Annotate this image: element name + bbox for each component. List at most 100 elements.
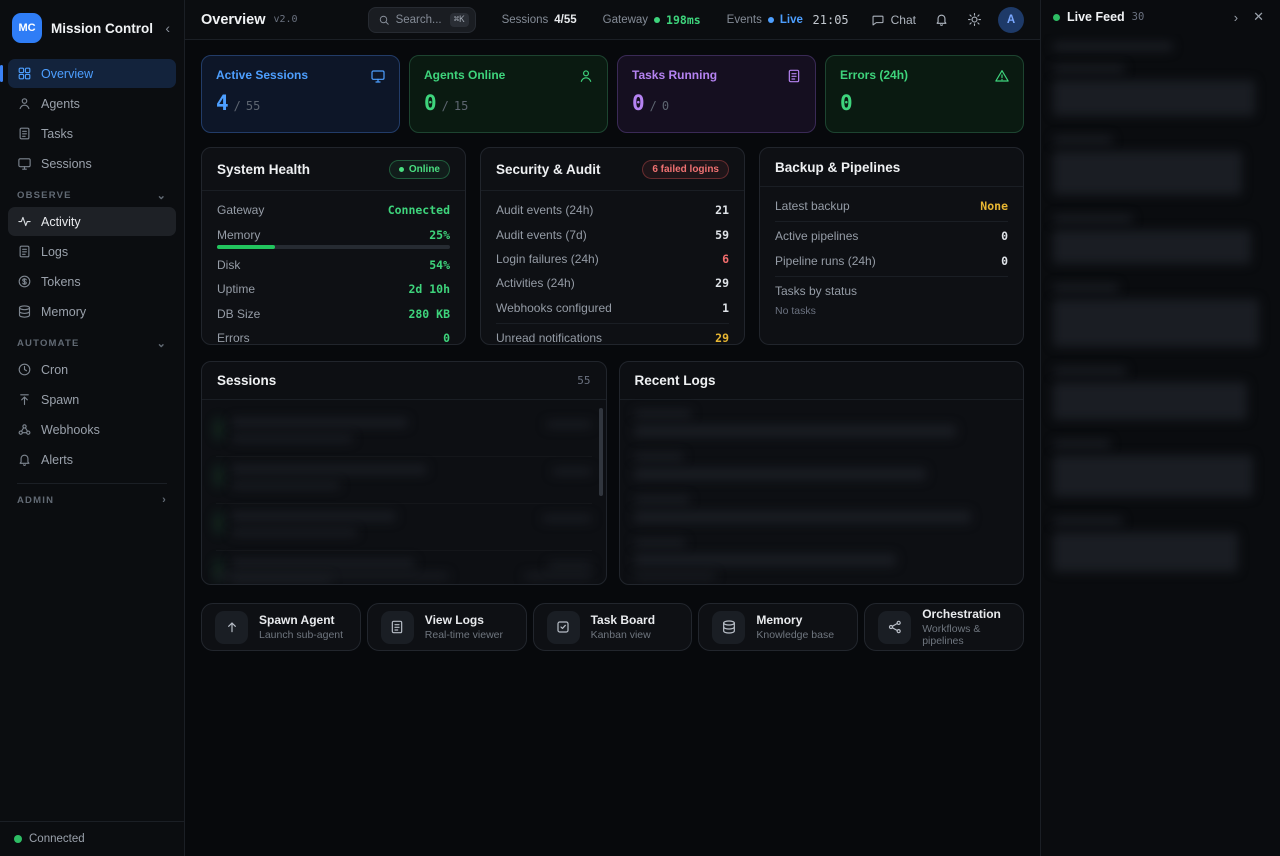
sidebar-item-label: Overview bbox=[41, 66, 94, 81]
person-icon bbox=[580, 70, 592, 82]
sidebar-collapse-icon[interactable]: ‹ bbox=[165, 20, 170, 36]
main-area: Overview v2.0 Search... ⌘K Sessions 4/55… bbox=[185, 0, 1040, 856]
stat-card-tasks-running[interactable]: Tasks Running 0 / 0 bbox=[617, 55, 816, 133]
sidebar: MC Mission Control ‹ Overview Agents Tas… bbox=[0, 0, 185, 856]
pipeline-row: Active pipelines 0 bbox=[775, 221, 1008, 248]
sidebar-item-cron[interactable]: Cron bbox=[8, 355, 176, 384]
health-row-uptime: Uptime 2d 10h bbox=[217, 282, 450, 297]
sidebar-item-label: Logs bbox=[41, 244, 69, 259]
stat-card-value: 0 bbox=[632, 91, 645, 115]
panel-title: Sessions bbox=[217, 373, 277, 388]
sidebar-section-admin: ADMIN › bbox=[8, 484, 176, 511]
blurred-row bbox=[216, 410, 592, 457]
blurred-row bbox=[1053, 440, 1268, 497]
sessions-panel: Sessions 55 bbox=[201, 361, 607, 585]
task-board-button[interactable]: Task Board Kanban view bbox=[532, 603, 693, 651]
sun-icon bbox=[968, 13, 981, 26]
health-row-disk: Disk 54% bbox=[217, 257, 450, 272]
brand-logo: MC bbox=[12, 13, 42, 43]
sessions-list-blurred bbox=[202, 400, 606, 584]
stat-card-value: 0 bbox=[840, 91, 853, 115]
action-subtitle: Real-time viewer bbox=[424, 629, 503, 641]
coin-icon bbox=[18, 275, 31, 288]
stat-card-active-sessions[interactable]: Active Sessions 4 / 55 bbox=[201, 55, 400, 133]
audit-row-unread: Unread notifications 29 bbox=[496, 322, 729, 344]
blurred-row bbox=[216, 504, 592, 551]
grid-icon bbox=[18, 67, 31, 80]
sidebar-item-tasks[interactable]: Tasks bbox=[8, 119, 176, 148]
tasks-by-status-label: Tasks by status bbox=[775, 275, 1008, 303]
action-subtitle: Knowledge base bbox=[756, 629, 835, 641]
blurred-row bbox=[1053, 65, 1268, 116]
audit-row: Audit events (7d) 59 bbox=[496, 227, 729, 242]
monitor-icon bbox=[371, 70, 385, 83]
chevron-down-icon[interactable]: ⌄ bbox=[156, 338, 167, 350]
arrow-up-icon bbox=[215, 610, 248, 644]
status-dot bbox=[654, 16, 661, 23]
clipboard-check-icon bbox=[546, 610, 580, 644]
chevron-right-icon[interactable]: › bbox=[1233, 9, 1239, 25]
recent-logs-panel: Recent Logs bbox=[618, 361, 1024, 585]
audit-row: Webhooks configured 1 bbox=[496, 300, 729, 315]
arrow-up-icon bbox=[20, 394, 29, 406]
version-label: v2.0 bbox=[273, 14, 298, 25]
sidebar-section-observe: OBSERVE ⌄ bbox=[8, 179, 176, 207]
content: Active Sessions 4/55 Agents Online 0/15 … bbox=[185, 40, 1040, 666]
sidebar-item-label: Memory bbox=[41, 304, 87, 319]
status-dot bbox=[767, 16, 774, 23]
warning-triangle-icon bbox=[995, 70, 1009, 82]
close-icon[interactable]: ✕ bbox=[1253, 9, 1264, 24]
sidebar-item-agents[interactable]: Agents bbox=[8, 89, 176, 118]
stat-card-agents-online[interactable]: Agents Online 0 / 15 bbox=[409, 55, 608, 133]
clipboard-list-icon bbox=[788, 69, 800, 83]
card-title: System Health bbox=[217, 162, 311, 177]
notifications-button[interactable] bbox=[934, 12, 949, 27]
sidebar-item-sessions[interactable]: Sessions bbox=[8, 149, 176, 178]
blurred-row bbox=[633, 539, 1010, 566]
stat-card-total: 55 bbox=[245, 99, 261, 113]
sidebar-item-label: Cron bbox=[41, 362, 69, 377]
topbar-events-stat: Events Live bbox=[727, 14, 803, 26]
sidebar-item-spawn[interactable]: Spawn bbox=[8, 385, 176, 414]
sidebar-item-overview[interactable]: Overview bbox=[0, 59, 176, 88]
sidebar-item-tokens[interactable]: Tokens bbox=[8, 267, 176, 296]
sidebar-item-logs[interactable]: Logs bbox=[8, 237, 176, 266]
memory-button[interactable]: Memory Knowledge base bbox=[698, 603, 859, 651]
action-title: Task Board bbox=[590, 613, 656, 627]
backup-pipelines-card: Backup & Pipelines Latest backup None Act… bbox=[759, 147, 1024, 345]
info-cards: System Health Online Gateway Connected Me… bbox=[201, 147, 1024, 345]
blurred-row bbox=[216, 457, 592, 504]
blurred-row bbox=[1053, 284, 1268, 347]
panel-count: 55 bbox=[577, 374, 591, 387]
sidebar-item-memory[interactable]: Memory bbox=[8, 297, 176, 326]
theme-toggle-button[interactable] bbox=[967, 12, 982, 27]
chat-button[interactable]: Chat bbox=[871, 13, 916, 27]
sidebar-item-alerts[interactable]: Alerts bbox=[8, 445, 176, 474]
view-logs-button[interactable]: View Logs Real-time viewer bbox=[366, 603, 527, 651]
spawn-agent-button[interactable]: Spawn Agent Launch sub-agent bbox=[201, 603, 361, 651]
sidebar-header: MC Mission Control ‹ bbox=[0, 0, 184, 55]
monitor-icon bbox=[18, 158, 31, 170]
blurred-row bbox=[633, 496, 1010, 523]
clock: 21:05 bbox=[812, 12, 849, 27]
divider bbox=[17, 483, 167, 484]
search-icon bbox=[379, 15, 389, 25]
status-dot bbox=[398, 167, 404, 172]
search-input[interactable]: Search... ⌘K bbox=[367, 6, 476, 33]
no-tasks-text: No tasks bbox=[775, 305, 816, 318]
scrollbar[interactable] bbox=[598, 408, 603, 496]
blurred-row bbox=[216, 551, 592, 584]
chevron-down-icon[interactable]: ⌄ bbox=[156, 190, 167, 202]
sidebar-item-activity[interactable]: Activity bbox=[8, 207, 176, 236]
backup-row: Latest backup None bbox=[775, 199, 1008, 214]
avatar[interactable]: A bbox=[998, 6, 1024, 33]
blurred-footer bbox=[633, 573, 1010, 579]
sidebar-item-label: Spawn bbox=[41, 392, 80, 407]
orchestration-button[interactable]: Orchestration Workflows & pipelines bbox=[864, 603, 1024, 651]
system-health-card: System Health Online Gateway Connected Me… bbox=[201, 147, 466, 345]
sidebar-item-webhooks[interactable]: Webhooks bbox=[8, 415, 176, 444]
stat-value: 4/55 bbox=[554, 13, 577, 26]
search-placeholder: Search... bbox=[395, 13, 442, 26]
chevron-right-icon[interactable]: › bbox=[162, 494, 167, 506]
stat-card-errors[interactable]: Errors (24h) 0 bbox=[825, 55, 1024, 133]
